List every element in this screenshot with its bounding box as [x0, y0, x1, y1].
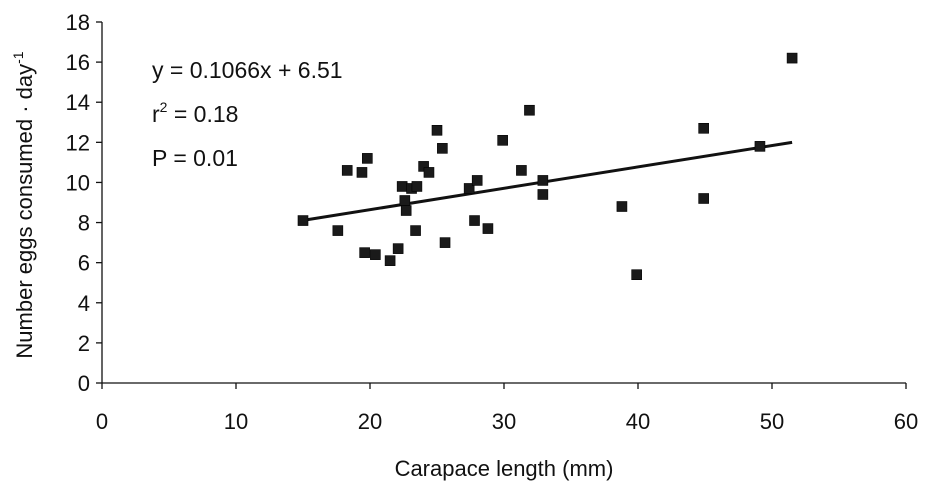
x-tick-label: 0	[96, 409, 108, 434]
data-point	[392, 243, 404, 254]
data-point	[616, 201, 628, 212]
data-point	[631, 269, 642, 281]
y-tick-label: 10	[66, 170, 90, 195]
data-point	[754, 141, 766, 152]
data-point	[399, 195, 411, 206]
y-axis-title-superscript: -1	[10, 51, 26, 64]
data-point	[411, 181, 423, 192]
data-point	[384, 255, 396, 266]
data-point	[469, 215, 480, 226]
data-point	[482, 223, 494, 234]
data-point	[698, 193, 709, 204]
y-tick-label: 14	[66, 90, 90, 115]
r-squared-annotation: r2 = 0.18	[152, 99, 238, 127]
data-point	[437, 143, 448, 154]
y-tick-label: 16	[66, 50, 90, 75]
x-axis-ticks: 0 10 20 30 40 50 60	[96, 383, 918, 434]
r-squared-prefix: r	[152, 101, 160, 127]
data-point	[786, 52, 798, 64]
y-tick-label: 8	[78, 211, 90, 236]
data-point	[698, 122, 709, 134]
data-point	[537, 189, 549, 200]
data-point	[410, 225, 421, 236]
data-point	[332, 225, 344, 236]
data-point	[359, 247, 370, 258]
x-tick-label: 30	[492, 409, 516, 434]
y-tick-label: 0	[78, 371, 90, 396]
data-point	[418, 161, 429, 172]
data-point	[400, 205, 412, 216]
y-tick-label: 18	[66, 10, 90, 35]
x-tick-label: 40	[626, 409, 650, 434]
data-point	[341, 165, 353, 176]
y-tick-label: 4	[78, 291, 90, 316]
data-point	[524, 104, 535, 116]
data-point	[497, 135, 508, 146]
data-point	[297, 215, 309, 226]
data-point	[439, 237, 451, 248]
y-axis-title: Number eggs consumed · day-1	[10, 51, 37, 358]
data-point	[370, 249, 381, 260]
p-value-annotation: P = 0.01	[152, 145, 238, 171]
data-point	[396, 181, 408, 192]
y-tick-label: 6	[78, 251, 90, 276]
x-tick-label: 50	[760, 409, 784, 434]
y-axis-ticks: 0 2 4 6 8 10 12 14 16 18	[66, 10, 102, 396]
data-points	[297, 52, 798, 281]
y-tick-label: 2	[78, 331, 90, 356]
y-tick-label: 12	[66, 130, 90, 155]
r-squared-value: = 0.18	[167, 101, 238, 127]
r-squared-superscript: 2	[160, 99, 168, 115]
data-point	[362, 153, 373, 164]
data-point	[516, 165, 527, 176]
data-point	[463, 183, 475, 194]
x-tick-label: 60	[894, 409, 918, 434]
x-tick-label: 10	[224, 409, 248, 434]
x-axis-title: Carapace length (mm)	[395, 456, 614, 481]
data-point	[537, 175, 549, 186]
data-point	[431, 125, 443, 136]
data-point	[471, 175, 483, 186]
data-point	[423, 167, 435, 178]
y-axis-title-main: Number eggs consumed · day	[12, 64, 37, 359]
data-point	[356, 167, 368, 178]
x-tick-label: 20	[358, 409, 382, 434]
equation-annotation: y = 0.1066x + 6.51	[152, 57, 343, 83]
